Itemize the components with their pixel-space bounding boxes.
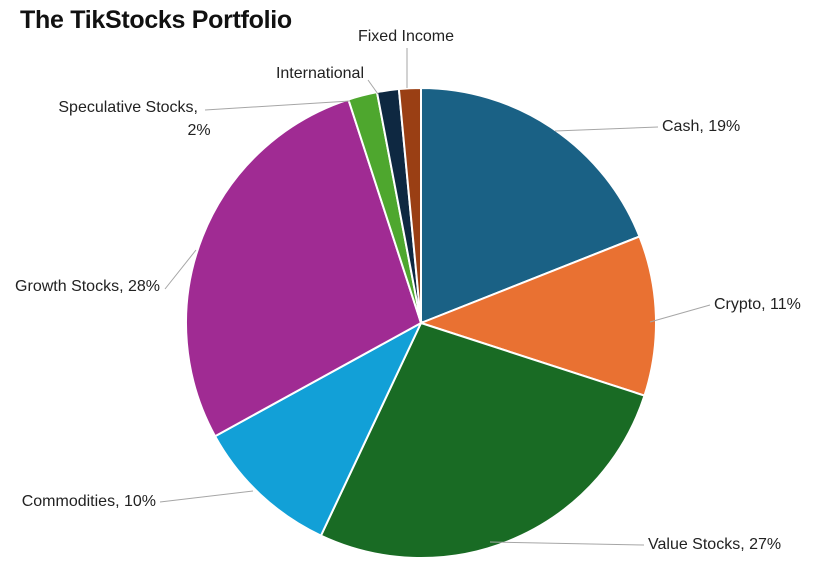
pie-slice-growth-stocks[interactable] (185, 98, 423, 438)
chart-title: The TikStocks Portfolio (20, 6, 292, 34)
leader-line (554, 126, 659, 132)
data-label-value-stocks: Value Stocks, 27% (648, 536, 781, 553)
pie-slice-value-stocks[interactable] (319, 321, 646, 559)
data-label-international: International (276, 65, 364, 82)
pie-slice-commodities[interactable] (213, 320, 424, 537)
leader-line (204, 100, 351, 111)
data-label-fixed-income: Fixed Income (358, 28, 454, 45)
data-label-crypto: Crypto, 11% (714, 296, 801, 313)
pie-slice-crypto[interactable] (418, 235, 657, 397)
leader-line (489, 541, 645, 546)
data-label-cash: Cash, 19% (662, 118, 740, 135)
leader-line (159, 490, 254, 503)
pie-slice-cash[interactable] (420, 86, 641, 325)
data-label-speculative-stocks: Speculative Stocks, 2% (58, 99, 210, 139)
leader-line (164, 249, 197, 290)
leader-line (649, 304, 711, 323)
data-label-commodities: Commodities, 10% (22, 493, 156, 510)
leader-line (367, 79, 379, 95)
pie-slice-fixed-income[interactable] (397, 86, 422, 324)
data-label-growth-stocks: Growth Stocks, 28% (15, 278, 160, 295)
